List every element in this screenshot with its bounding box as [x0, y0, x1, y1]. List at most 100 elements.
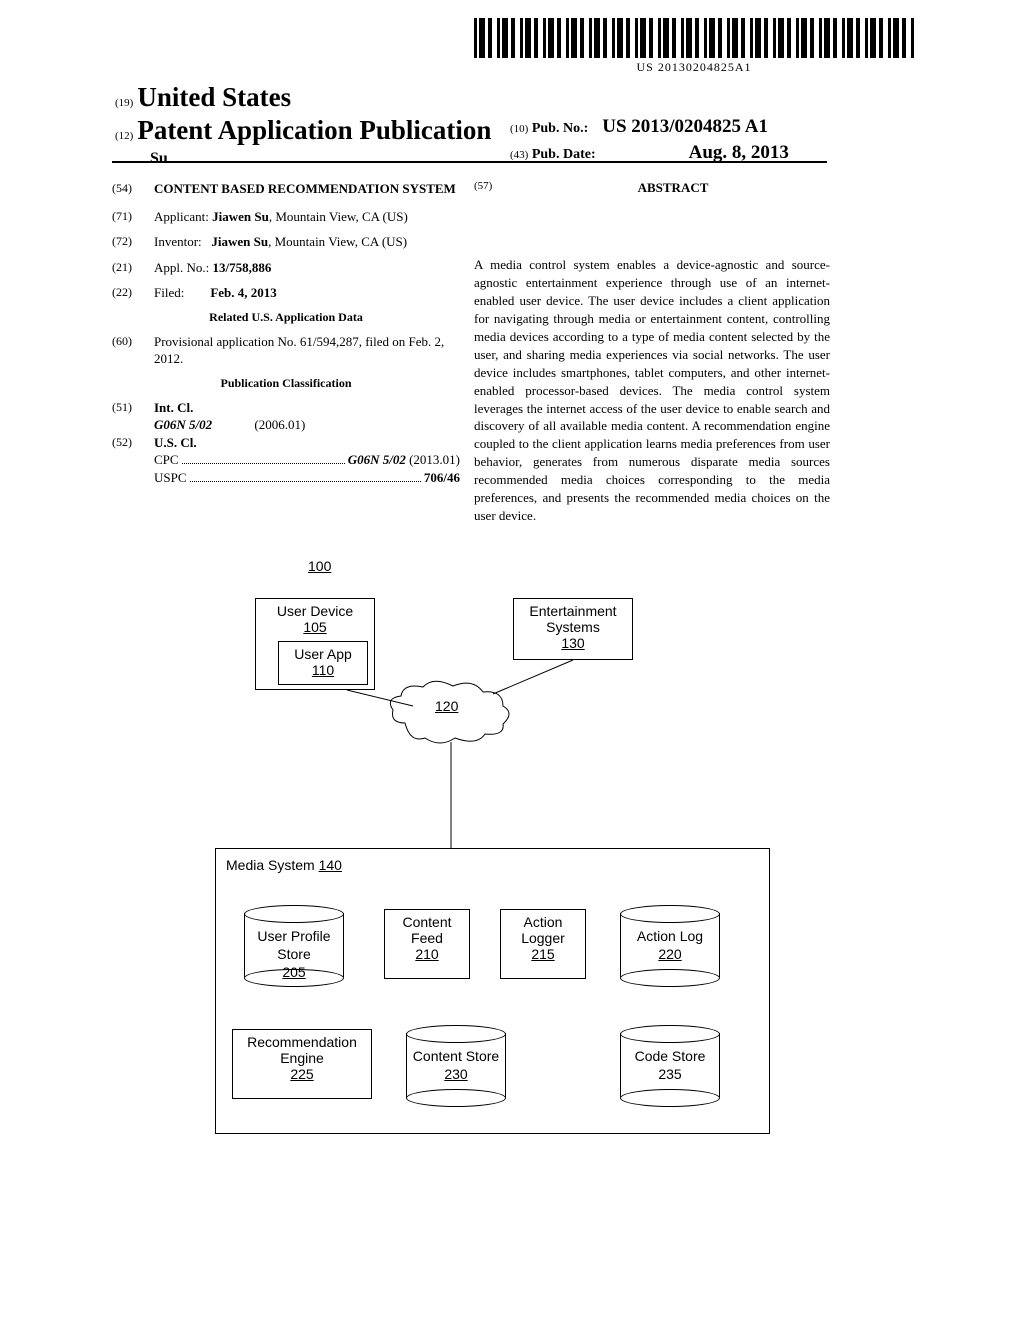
al-ref: 215 [531, 946, 554, 962]
alog-label: Action Log [637, 928, 703, 944]
header-right: (10) Pub. No.: US 2013/0204825 A1 (43) P… [510, 116, 789, 164]
code-72: (72) [112, 233, 154, 251]
uscl-row: (52) U.S. Cl. CPC G06N 5/02 (2013.01) US… [112, 434, 460, 487]
code-52: (52) [112, 434, 154, 487]
abstract-text: A media control system enables a device-… [474, 256, 830, 525]
inventor-content: Inventor: Jiawen Su, Mountain View, CA (… [154, 233, 460, 251]
uspc-value: 706/46 [424, 469, 460, 487]
intcl-code: G06N 5/02 [154, 417, 212, 432]
code-text: Code Store 235 [620, 1047, 720, 1083]
code-12: (12) [115, 130, 133, 142]
pub-no-line: (10) Pub. No.: US 2013/0204825 A1 [510, 116, 789, 138]
node-media-system: Media System 140 User Profile Store 205 … [215, 848, 770, 1134]
code-71: (71) [112, 208, 154, 226]
node-user-profile-store: User Profile Store 205 [244, 905, 344, 985]
applno: 13/758,886 [213, 260, 272, 275]
code-22: (22) [112, 284, 154, 302]
code-43: (43) [510, 149, 528, 161]
inventor-label: Inventor: [154, 234, 202, 249]
left-column: (54) CONTENT BASED RECOMMENDATION SYSTEM… [112, 180, 474, 525]
inventor-loc: , Mountain View, CA (US) [268, 234, 407, 249]
bibliographic-columns: (54) CONTENT BASED RECOMMENDATION SYSTEM… [112, 180, 830, 525]
applicant-content: Applicant: Jiawen Su, Mountain View, CA … [154, 208, 460, 226]
ups-label: User Profile Store [257, 928, 330, 962]
uspc-line: USPC 706/46 [154, 469, 460, 487]
applicant-loc: , Mountain View, CA (US) [269, 209, 408, 224]
header-left: (19) United States (12) Patent Applicati… [115, 82, 491, 168]
node-content-feed: Content Feed 210 [384, 909, 470, 979]
cf-ref: 210 [415, 946, 438, 962]
al-label: Action Logger [521, 914, 565, 946]
code-ref: 235 [658, 1066, 681, 1082]
cs-ref: 230 [444, 1066, 467, 1082]
media-system-ref: 140 [319, 857, 342, 873]
code-21: (21) [112, 259, 154, 277]
node-content-store: Content Store 230 [406, 1025, 506, 1105]
author-name: Su [150, 150, 491, 168]
dots-fill-2 [190, 471, 421, 482]
provisional-row: (60) Provisional application No. 61/594,… [112, 333, 460, 368]
applno-row: (21) Appl. No.: 13/758,886 [112, 259, 460, 277]
barcode-block: US 20130204825A1 [474, 18, 914, 75]
filed-row: (22) Filed: Feb. 4, 2013 [112, 284, 460, 302]
media-system-label: Media System [226, 857, 315, 873]
inventor-name: Jiawen Su [211, 234, 268, 249]
filed-content: Filed: Feb. 4, 2013 [154, 284, 460, 302]
intcl-row: (51) Int. Cl. G06N 5/02 (2006.01) [112, 399, 460, 434]
uscl-content: U.S. Cl. CPC G06N 5/02 (2013.01) USPC 70… [154, 434, 460, 487]
pub-date-label: Pub. Date: [532, 147, 596, 162]
code-54: (54) [112, 180, 154, 198]
intcl-content: Int. Cl. G06N 5/02 (2006.01) [154, 399, 460, 434]
ups-text: User Profile Store 205 [244, 927, 344, 982]
cpc-code: G06N 5/02 [348, 452, 406, 467]
inventor-row: (72) Inventor: Jiawen Su, Mountain View,… [112, 233, 460, 251]
applicant-label: Applicant: [154, 209, 209, 224]
re-ref: 225 [290, 1066, 313, 1082]
pub-no: US 2013/0204825 A1 [602, 116, 768, 137]
ups-ref: 205 [282, 964, 305, 980]
applno-content: Appl. No.: 13/758,886 [154, 259, 460, 277]
country: United States [137, 82, 291, 112]
code-60: (60) [112, 333, 154, 368]
right-column: (57) ABSTRACT A media control system ena… [474, 180, 830, 525]
filed-label: Filed: [154, 285, 184, 300]
related-header: Related U.S. Application Data [112, 310, 460, 325]
cpc-value: G06N 5/02 (2013.01) [348, 451, 460, 469]
node-action-logger: Action Logger 215 [500, 909, 586, 979]
code-10: (10) [510, 123, 528, 135]
pub-date: Aug. 8, 2013 [689, 142, 789, 163]
node-code-store: Code Store 235 [620, 1025, 720, 1105]
applno-label: Appl. No.: [154, 260, 209, 275]
figure-100: 100 User Device 105 User App 110 Enterta… [195, 558, 795, 1148]
cs-label: Content Store [413, 1048, 499, 1064]
intcl-version: (2006.01) [254, 417, 305, 432]
divider-line [112, 161, 827, 163]
code-51: (51) [112, 399, 154, 434]
abstract-header-row: (57) ABSTRACT [474, 180, 830, 256]
uscl-label: U.S. Cl. [154, 435, 197, 450]
pub-type-line: (12) Patent Application Publication [115, 115, 491, 146]
cpc-label: CPC [154, 451, 179, 469]
classification-header: Publication Classification [112, 376, 460, 391]
invention-title: CONTENT BASED RECOMMENDATION SYSTEM [154, 180, 460, 198]
code-19: (19) [115, 97, 133, 109]
title-row: (54) CONTENT BASED RECOMMENDATION SYSTEM [112, 180, 460, 198]
alog-text: Action Log 220 [620, 927, 720, 963]
barcode-text: US 20130204825A1 [474, 60, 914, 75]
cf-label: Content Feed [402, 914, 451, 946]
node-recommendation-engine: Recommendation Engine 225 [232, 1029, 372, 1099]
alog-ref: 220 [658, 946, 681, 962]
connector-lines-top [195, 558, 795, 858]
cpc-line: CPC G06N 5/02 (2013.01) [154, 451, 460, 469]
code-57: (57) [474, 180, 516, 256]
code-label: Code Store [635, 1048, 706, 1064]
cpc-ver: (2013.01) [406, 452, 460, 467]
country-line: (19) United States [115, 82, 491, 113]
applicant-row: (71) Applicant: Jiawen Su, Mountain View… [112, 208, 460, 226]
abstract-header: ABSTRACT [516, 180, 830, 196]
intcl-label: Int. Cl. [154, 400, 193, 415]
applicant-name: Jiawen Su [212, 209, 269, 224]
filed-date: Feb. 4, 2013 [210, 285, 276, 300]
re-label: Recommendation Engine [247, 1034, 357, 1066]
provisional-text: Provisional application No. 61/594,287, … [154, 333, 460, 368]
